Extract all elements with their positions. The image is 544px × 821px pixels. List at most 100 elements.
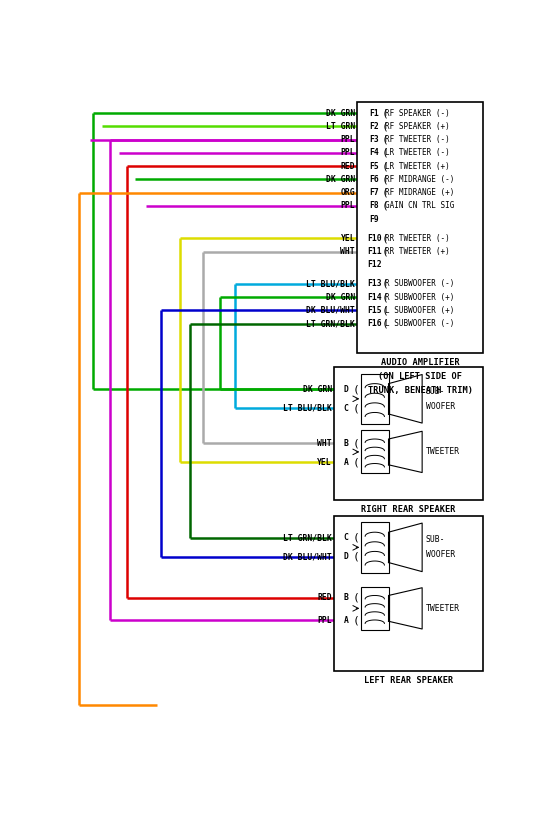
Text: DK GRN: DK GRN [326, 292, 355, 301]
Text: LT BLU/BLK: LT BLU/BLK [283, 404, 332, 413]
Text: F2: F2 [369, 122, 379, 131]
Text: RF SPEAKER (+): RF SPEAKER (+) [386, 122, 450, 131]
Text: F8: F8 [369, 201, 379, 210]
Text: B: B [344, 438, 349, 447]
Text: RF SPEAKER (-): RF SPEAKER (-) [386, 108, 450, 117]
Text: A: A [344, 457, 349, 466]
Text: F6: F6 [369, 175, 379, 184]
Text: D: D [344, 553, 349, 562]
Text: TWEETER: TWEETER [425, 447, 460, 456]
Text: F13: F13 [367, 279, 382, 288]
Text: LR TWEETER (-): LR TWEETER (-) [386, 149, 450, 158]
Text: D: D [344, 385, 349, 394]
Text: RIGHT REAR SPEAKER: RIGHT REAR SPEAKER [361, 505, 456, 514]
Text: F5: F5 [369, 162, 379, 171]
Text: GAIN CN TRL SIG: GAIN CN TRL SIG [386, 201, 455, 210]
Text: F3: F3 [369, 135, 379, 144]
Text: RR TWEETER (-): RR TWEETER (-) [386, 234, 450, 243]
Text: R SUBWOOFER (-): R SUBWOOFER (-) [386, 279, 455, 288]
Text: SUB-: SUB- [425, 535, 445, 544]
Text: (: ( [381, 246, 388, 256]
Text: RR TWEETER (+): RR TWEETER (+) [386, 247, 450, 256]
Text: B: B [344, 594, 349, 603]
Text: (: ( [381, 201, 388, 211]
Text: LR TWEETER (+): LR TWEETER (+) [386, 162, 450, 171]
Text: C: C [344, 404, 349, 413]
Text: F4: F4 [369, 149, 379, 158]
Text: L SUBWOOFER (-): L SUBWOOFER (-) [386, 319, 455, 328]
Text: (: ( [353, 615, 360, 625]
Text: F12: F12 [367, 260, 382, 269]
Text: (: ( [353, 533, 360, 543]
Text: DK GRN: DK GRN [302, 385, 332, 394]
Text: TWEETER: TWEETER [425, 604, 460, 612]
Text: AUDIO AMPLIFIER: AUDIO AMPLIFIER [381, 358, 460, 367]
Text: DK GRN: DK GRN [326, 175, 355, 184]
Text: RF MIDRANGE (+): RF MIDRANGE (+) [386, 188, 455, 197]
Text: F7: F7 [369, 188, 379, 197]
Text: PPL: PPL [341, 201, 355, 210]
Bar [357, 102, 483, 353]
Text: DK BLU/WHT: DK BLU/WHT [306, 305, 355, 314]
Text: (: ( [381, 122, 388, 131]
Text: (: ( [381, 319, 388, 328]
Text: (: ( [381, 188, 388, 198]
Text: (: ( [353, 593, 360, 603]
Text: RED: RED [341, 162, 355, 171]
Text: PPL: PPL [341, 135, 355, 144]
Text: (: ( [353, 403, 360, 413]
Text: YEL: YEL [317, 457, 332, 466]
Text: F1: F1 [369, 108, 379, 117]
Text: (: ( [381, 292, 388, 302]
Text: LT GRN: LT GRN [326, 122, 355, 131]
Bar [361, 587, 388, 630]
Text: TRUNK, BENEATH TRIM): TRUNK, BENEATH TRIM) [368, 386, 473, 395]
Text: YEL: YEL [341, 234, 355, 243]
Text: WOOFER: WOOFER [425, 550, 455, 559]
Text: A: A [344, 616, 349, 625]
Text: (: ( [353, 384, 360, 394]
Bar [333, 367, 483, 500]
Text: R SUBWOOFER (+): R SUBWOOFER (+) [386, 292, 455, 301]
Text: LT GRN/BLK: LT GRN/BLK [283, 534, 332, 543]
Text: (: ( [353, 438, 360, 448]
Text: RF MIDRANGE (-): RF MIDRANGE (-) [386, 175, 455, 184]
Text: WHT: WHT [341, 247, 355, 256]
Text: F10: F10 [367, 234, 382, 243]
Text: L SUBWOOFER (+): L SUBWOOFER (+) [386, 305, 455, 314]
Bar [361, 522, 388, 573]
Bar [361, 430, 388, 474]
Text: (: ( [381, 174, 388, 185]
Text: (: ( [353, 457, 360, 467]
Text: F16: F16 [367, 319, 382, 328]
Text: RED: RED [317, 594, 332, 603]
Text: LEFT REAR SPEAKER: LEFT REAR SPEAKER [364, 676, 453, 685]
Text: (: ( [381, 305, 388, 315]
Text: (: ( [381, 279, 388, 289]
Text: WOOFER: WOOFER [425, 402, 455, 410]
Text: LT BLU/BLK: LT BLU/BLK [306, 279, 355, 288]
Text: F15: F15 [367, 305, 382, 314]
Text: RF TWEETER (-): RF TWEETER (-) [386, 135, 450, 144]
Text: F14: F14 [367, 292, 382, 301]
Text: SUB-: SUB- [425, 387, 445, 396]
Bar [333, 516, 483, 671]
Text: (: ( [353, 552, 360, 562]
Text: (: ( [381, 135, 388, 144]
Text: WHT: WHT [317, 438, 332, 447]
Text: (: ( [381, 233, 388, 243]
Text: ORG: ORG [341, 188, 355, 197]
Text: LT GRN/BLK: LT GRN/BLK [306, 319, 355, 328]
Text: PPL: PPL [317, 616, 332, 625]
Bar [361, 374, 388, 424]
Text: F11: F11 [367, 247, 382, 256]
Text: DK BLU/WHT: DK BLU/WHT [283, 553, 332, 562]
Text: (: ( [381, 108, 388, 118]
Text: (ON LEFT SIDE OF: (ON LEFT SIDE OF [378, 372, 462, 381]
Text: (: ( [381, 148, 388, 158]
Text: (: ( [381, 161, 388, 171]
Text: PPL: PPL [341, 149, 355, 158]
Text: C: C [344, 534, 349, 543]
Text: F9: F9 [369, 215, 379, 224]
Text: DK GRN: DK GRN [326, 108, 355, 117]
